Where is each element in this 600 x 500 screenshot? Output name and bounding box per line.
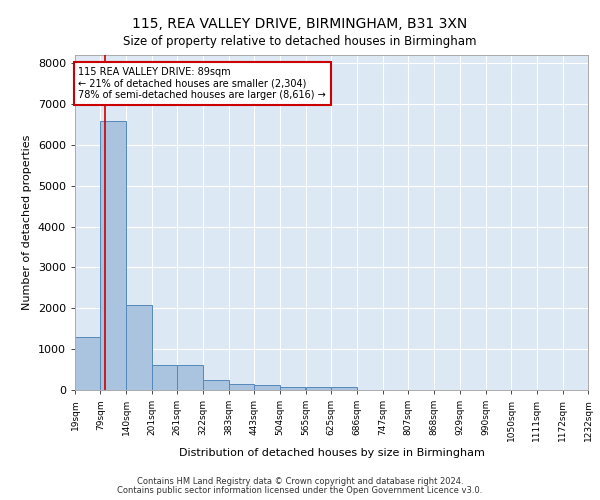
Text: 115, REA VALLEY DRIVE, BIRMINGHAM, B31 3XN: 115, REA VALLEY DRIVE, BIRMINGHAM, B31 3…: [133, 18, 467, 32]
Bar: [229, 384, 254, 390]
Text: Size of property relative to detached houses in Birmingham: Size of property relative to detached ho…: [123, 35, 477, 48]
Bar: [203, 380, 229, 390]
Bar: [331, 387, 356, 390]
Text: Contains HM Land Registry data © Crown copyright and database right 2024.: Contains HM Land Registry data © Crown c…: [137, 477, 463, 486]
Bar: [254, 384, 280, 390]
Bar: [306, 387, 331, 390]
Bar: [178, 364, 203, 390]
Bar: [280, 387, 305, 390]
Text: Contains public sector information licensed under the Open Government Licence v3: Contains public sector information licen…: [118, 486, 482, 495]
Bar: [126, 306, 152, 390]
Bar: [75, 337, 100, 390]
X-axis label: Distribution of detached houses by size in Birmingham: Distribution of detached houses by size …: [179, 448, 484, 458]
Bar: [100, 121, 126, 390]
Text: 115 REA VALLEY DRIVE: 89sqm
← 21% of detached houses are smaller (2,304)
78% of : 115 REA VALLEY DRIVE: 89sqm ← 21% of det…: [79, 68, 326, 100]
Bar: [152, 364, 178, 390]
Y-axis label: Number of detached properties: Number of detached properties: [22, 135, 32, 310]
